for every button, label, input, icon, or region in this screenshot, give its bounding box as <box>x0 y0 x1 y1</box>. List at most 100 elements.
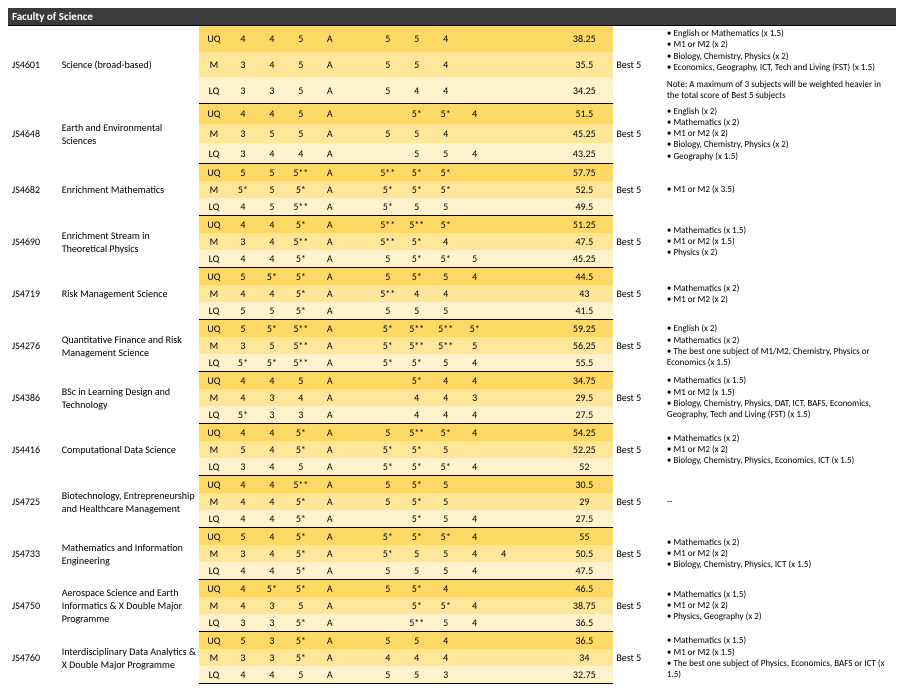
grade-cell: 4 <box>257 441 286 458</box>
grade-cell: 5 <box>228 164 257 182</box>
grade-cell: 5 <box>373 124 402 144</box>
score-cell: 45.25 <box>555 124 613 144</box>
row-label: M <box>199 181 228 198</box>
grade-cell <box>489 372 518 390</box>
grade-cell: A <box>315 285 344 302</box>
grade-cell <box>518 268 555 286</box>
grade-cell: 3 <box>431 666 460 684</box>
programme-name: Biotechnology, Entrepreneurship and Heal… <box>59 476 200 528</box>
row-label: UQ <box>199 164 228 182</box>
grade-cell <box>518 424 555 442</box>
grade-cell <box>460 198 489 216</box>
grade-cell <box>344 389 373 406</box>
weighting-cell: English (x 2)Mathematics (x 2)The best o… <box>661 320 896 372</box>
grade-cell <box>373 143 402 163</box>
grade-cell: 5* <box>286 510 315 528</box>
row-label: UQ <box>199 528 228 546</box>
grade-cell: 5 <box>431 614 460 632</box>
grade-cell <box>460 649 489 666</box>
row-label: UQ <box>199 320 228 338</box>
programme-name: Aerospace Science and Earth Informatics … <box>59 580 200 632</box>
grade-cell <box>518 164 555 182</box>
grade-cell: 3 <box>286 406 315 424</box>
grade-cell: 4 <box>460 143 489 163</box>
weight-item: Biology, Chemistry, Physics, Economics, … <box>667 455 890 466</box>
weighting-cell: Mathematics (x 2)M1 or M2 (x 2) <box>661 268 896 320</box>
weight-item: M1 or M2 (x 2) <box>667 294 890 305</box>
grade-cell <box>460 77 489 103</box>
grade-cell: 5* <box>286 285 315 302</box>
grade-cell: 5 <box>286 52 315 78</box>
grade-cell: 5** <box>286 354 315 372</box>
grade-cell <box>489 216 518 234</box>
programme-name: Mathematics and Information Engineering <box>59 528 200 580</box>
weight-item: Biology, Chemistry, Physics (x 2) <box>667 51 890 62</box>
row-label: UQ <box>199 424 228 442</box>
grade-cell: 5 <box>373 52 402 78</box>
grade-cell <box>518 632 555 650</box>
grade-cell: A <box>315 580 344 598</box>
grade-cell: 5 <box>373 476 402 494</box>
score-cell: 55.5 <box>555 354 613 372</box>
grade-cell: 5* <box>286 302 315 320</box>
grade-cell: A <box>315 562 344 580</box>
grade-cell: 5 <box>402 124 431 144</box>
grade-cell <box>518 649 555 666</box>
grade-cell: 3 <box>228 77 257 103</box>
grade-cell: A <box>315 164 344 182</box>
grade-cell <box>373 406 402 424</box>
weight-item: Mathematics (x 1.5) <box>667 225 890 236</box>
grade-cell: 5* <box>257 354 286 372</box>
grade-cell <box>344 302 373 320</box>
grade-cell <box>373 389 402 406</box>
grade-cell <box>344 649 373 666</box>
grade-cell <box>373 597 402 614</box>
grade-cell: 4 <box>431 52 460 78</box>
grade-cell <box>344 233 373 250</box>
weight-item: The best one subject of Physics, Economi… <box>667 658 890 681</box>
programme-name: Risk Management Science <box>59 268 200 320</box>
grade-cell <box>344 424 373 442</box>
weight-note: Note: A maximum of 3 subjects will be we… <box>667 79 890 102</box>
grade-cell <box>460 302 489 320</box>
grade-cell: 5 <box>402 545 431 562</box>
grade-cell <box>344 181 373 198</box>
grade-cell: 5** <box>286 476 315 494</box>
grade-cell <box>518 250 555 268</box>
grade-cell: 3 <box>257 597 286 614</box>
grade-cell <box>344 458 373 476</box>
row-label: M <box>199 233 228 250</box>
row-label: M <box>199 389 228 406</box>
grade-cell: A <box>315 124 344 144</box>
row-label: M <box>199 285 228 302</box>
weighting-cell: Mathematics (x 2)M1 or M2 (x 2)Biology, … <box>661 424 896 476</box>
grade-cell: 5* <box>286 216 315 234</box>
grade-cell: 4 <box>228 104 257 124</box>
grade-cell: 5 <box>286 597 315 614</box>
grade-cell: 3 <box>228 649 257 666</box>
weight-item: Economics, Geography, ICT, Tech and Livi… <box>667 62 890 73</box>
grade-cell: 4 <box>257 52 286 78</box>
programme-code: JS4760 <box>8 632 59 684</box>
row-label: LQ <box>199 666 228 684</box>
grade-cell <box>489 285 518 302</box>
grade-cell: 4 <box>460 372 489 390</box>
grade-cell <box>518 198 555 216</box>
row-label: M <box>199 545 228 562</box>
grade-cell <box>518 580 555 598</box>
grade-cell <box>489 233 518 250</box>
grade-cell <box>518 337 555 354</box>
row-label: LQ <box>199 614 228 632</box>
programme-code: JS4416 <box>8 424 59 476</box>
grade-cell <box>460 580 489 598</box>
selection-cell: Best 5 <box>613 528 661 580</box>
grade-cell: A <box>315 250 344 268</box>
weight-item: M1 or M2 (x 1.5) <box>667 236 890 247</box>
row-label: UQ <box>199 476 228 494</box>
row-label: LQ <box>199 458 228 476</box>
grade-cell: 4 <box>402 649 431 666</box>
grade-cell: 5* <box>286 181 315 198</box>
grade-cell <box>460 476 489 494</box>
grade-cell: 5 <box>286 26 315 52</box>
grade-cell: 5* <box>402 372 431 390</box>
